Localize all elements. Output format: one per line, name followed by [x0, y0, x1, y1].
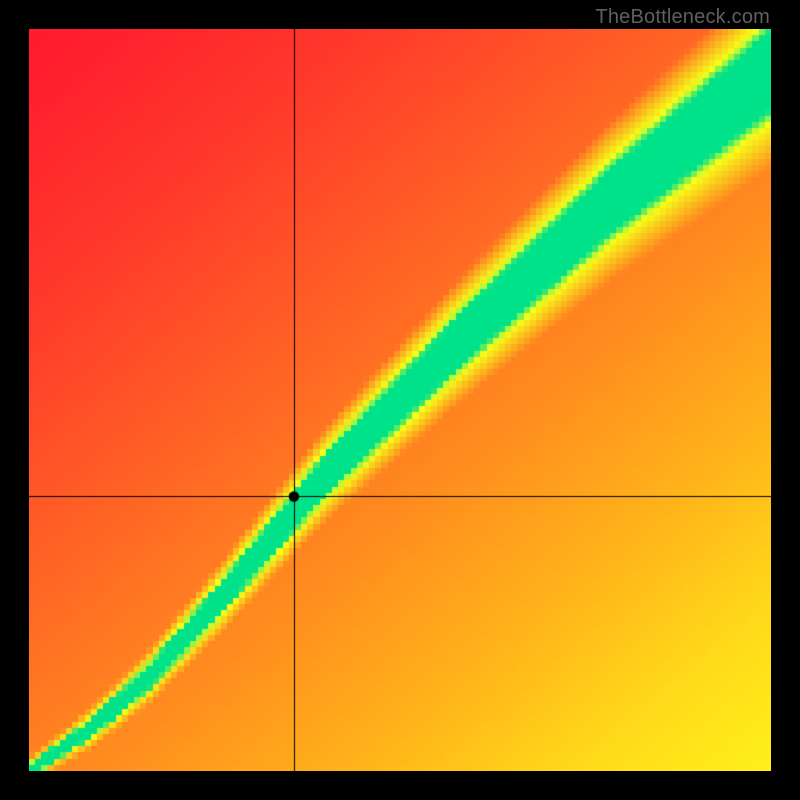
watermark: TheBottleneck.com	[595, 6, 770, 29]
chart-container: TheBottleneck.com	[0, 0, 800, 800]
bottleneck-heatmap	[29, 29, 771, 771]
